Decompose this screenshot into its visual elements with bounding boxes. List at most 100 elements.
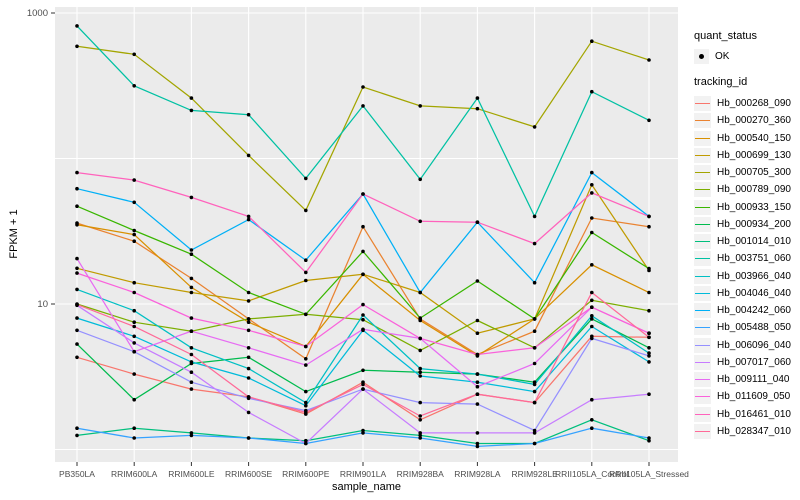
data-point[interactable] — [361, 313, 365, 317]
data-point[interactable] — [304, 410, 308, 415]
data-point[interactable] — [189, 195, 194, 200]
data-point[interactable] — [304, 389, 308, 394]
data-point[interactable] — [418, 433, 423, 438]
data-point[interactable] — [75, 266, 79, 271]
data-point[interactable] — [189, 370, 194, 375]
data-point[interactable] — [304, 363, 308, 367]
data-point[interactable] — [475, 372, 480, 376]
data-point[interactable] — [475, 331, 480, 336]
data-point[interactable] — [418, 366, 423, 371]
data-point[interactable] — [189, 252, 194, 256]
data-point[interactable] — [189, 387, 194, 391]
data-point[interactable] — [532, 241, 537, 246]
data-point[interactable] — [361, 382, 365, 387]
data-point[interactable] — [75, 426, 79, 431]
data-point[interactable] — [246, 217, 251, 222]
data-point[interactable] — [590, 314, 594, 318]
data-point[interactable] — [246, 214, 251, 219]
data-point[interactable] — [475, 444, 480, 449]
data-point[interactable] — [246, 395, 251, 399]
data-point[interactable] — [132, 280, 136, 285]
data-point[interactable] — [590, 39, 594, 43]
data-point[interactable] — [475, 384, 480, 389]
data-point[interactable] — [132, 290, 136, 295]
data-point[interactable] — [75, 24, 79, 28]
data-point[interactable] — [361, 192, 365, 196]
data-point[interactable] — [304, 403, 308, 408]
data-point[interactable] — [475, 220, 480, 224]
data-point[interactable] — [132, 84, 136, 88]
data-point[interactable] — [532, 400, 537, 405]
legend-item-Hb_007017_060[interactable]: Hb_007017_060 — [694, 354, 800, 371]
data-point[interactable] — [647, 266, 651, 271]
data-point[interactable] — [532, 346, 537, 350]
data-point[interactable] — [304, 278, 308, 283]
data-point[interactable] — [132, 349, 136, 354]
data-point[interactable] — [647, 351, 651, 355]
data-point[interactable] — [75, 223, 79, 227]
data-point[interactable] — [132, 178, 136, 182]
data-point[interactable] — [304, 208, 308, 213]
data-point[interactable] — [132, 324, 136, 329]
legend-item-Hb_000705_300[interactable]: Hb_000705_300 — [694, 164, 800, 181]
data-point[interactable] — [75, 287, 79, 292]
data-point[interactable] — [189, 248, 194, 252]
legend-item-Hb_000268_090[interactable]: Hb_000268_090 — [694, 95, 800, 112]
data-point[interactable] — [189, 352, 194, 357]
data-point[interactable] — [132, 320, 136, 325]
data-point[interactable] — [132, 397, 136, 402]
data-point[interactable] — [75, 256, 79, 261]
data-point[interactable] — [532, 214, 537, 219]
data-point[interactable] — [647, 290, 651, 295]
data-point[interactable] — [304, 258, 308, 263]
legend-item-Hb_009111_040[interactable]: Hb_009111_040 — [694, 371, 800, 388]
data-point[interactable] — [132, 308, 136, 313]
data-point[interactable] — [132, 228, 136, 233]
legend-item-Hb_005488_050[interactable]: Hb_005488_050 — [694, 319, 800, 336]
data-point[interactable] — [647, 224, 651, 229]
data-point[interactable] — [361, 431, 365, 435]
legend-item-Hb_000699_130[interactable]: Hb_000699_130 — [694, 147, 800, 164]
data-point[interactable] — [189, 329, 194, 334]
data-point[interactable] — [246, 355, 251, 360]
data-point[interactable] — [246, 366, 251, 371]
data-point[interactable] — [75, 170, 79, 175]
legend-item-Hb_004046_040[interactable]: Hb_004046_040 — [694, 285, 800, 302]
data-point[interactable] — [647, 214, 651, 219]
data-point[interactable] — [590, 324, 594, 329]
legend-item-Hb_028347_010[interactable]: Hb_028347_010 — [694, 423, 800, 440]
data-point[interactable] — [246, 317, 251, 321]
legend-item-Hb_003966_040[interactable]: Hb_003966_040 — [694, 268, 800, 285]
data-point[interactable] — [361, 327, 365, 332]
data-point[interactable] — [246, 410, 251, 415]
data-point[interactable] — [647, 331, 651, 336]
data-point[interactable] — [418, 316, 423, 320]
data-point[interactable] — [532, 280, 537, 285]
data-point[interactable] — [75, 342, 79, 346]
data-point[interactable] — [304, 344, 308, 349]
data-point[interactable] — [590, 216, 594, 220]
data-point[interactable] — [590, 336, 594, 341]
data-point[interactable] — [189, 285, 194, 290]
legend-item-Hb_016461_010[interactable]: Hb_016461_010 — [694, 406, 800, 423]
data-point[interactable] — [590, 305, 594, 310]
data-point[interactable] — [75, 328, 79, 333]
data-point[interactable] — [475, 352, 480, 357]
data-point[interactable] — [361, 272, 365, 277]
data-point[interactable] — [132, 200, 136, 205]
legend-item-Hb_000270_360[interactable]: Hb_000270_360 — [694, 112, 800, 129]
data-point[interactable] — [189, 346, 194, 350]
data-point[interactable] — [304, 270, 308, 275]
data-point[interactable] — [75, 433, 79, 438]
data-point[interactable] — [189, 431, 194, 435]
data-point[interactable] — [647, 438, 651, 443]
data-point[interactable] — [418, 400, 423, 405]
data-point[interactable] — [532, 389, 537, 394]
data-point[interactable] — [246, 376, 251, 380]
data-point[interactable] — [304, 438, 308, 443]
data-point[interactable] — [361, 224, 365, 229]
legend-item-Hb_001014_010[interactable]: Hb_001014_010 — [694, 233, 800, 250]
data-point[interactable] — [75, 355, 79, 360]
data-point[interactable] — [590, 317, 594, 321]
data-point[interactable] — [418, 104, 423, 108]
